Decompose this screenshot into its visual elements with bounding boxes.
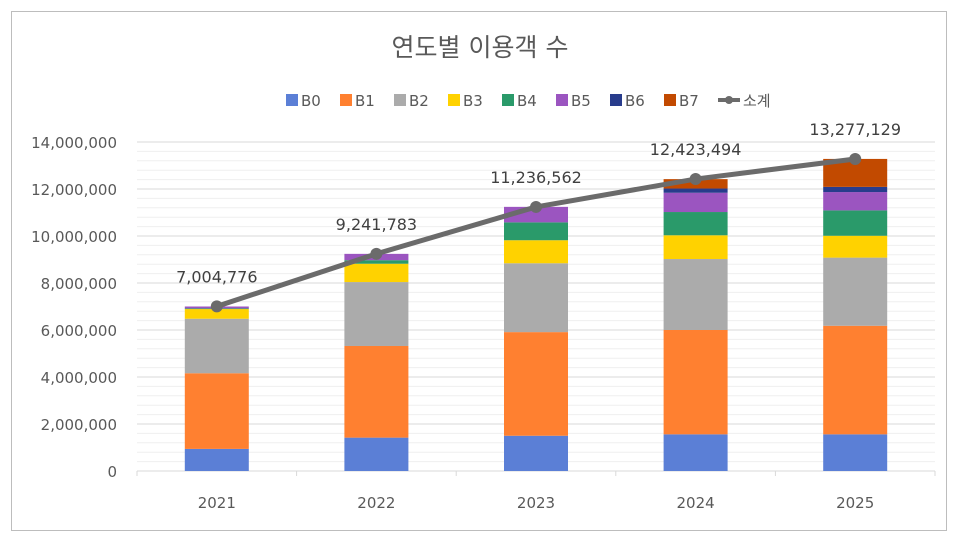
bar-B1-2023 bbox=[504, 332, 568, 436]
bar-B3-2021 bbox=[184, 309, 249, 319]
bar-B0-2024 bbox=[663, 434, 728, 471]
legend-label: 소계 bbox=[743, 92, 771, 110]
bar-B1-2021 bbox=[184, 373, 249, 449]
bar-B2-2025 bbox=[823, 257, 888, 326]
bar-B1-2022 bbox=[344, 345, 409, 438]
bar-B4-2025 bbox=[823, 210, 888, 236]
legend-label: B4 bbox=[517, 92, 537, 110]
x-tick-label: 2021 bbox=[198, 494, 236, 512]
legend-label: B3 bbox=[463, 92, 483, 110]
bar-B0-2023 bbox=[504, 435, 568, 471]
bar-B1-2025 bbox=[823, 325, 888, 435]
y-tick-label: 14,000,000 bbox=[31, 134, 117, 152]
data-label: 7,004,776 bbox=[176, 267, 257, 286]
bar-B0-2025 bbox=[823, 434, 888, 471]
legend-swatch-B1 bbox=[340, 94, 352, 106]
legend-label: B1 bbox=[355, 92, 375, 110]
y-tick-label: 2,000,000 bbox=[41, 416, 117, 434]
legend-swatch-B5 bbox=[556, 94, 568, 106]
bar-B2-2023 bbox=[504, 263, 568, 333]
legend-swatch-B6 bbox=[610, 94, 622, 106]
legend-label: B0 bbox=[301, 92, 321, 110]
bar-B5-2024 bbox=[663, 192, 728, 213]
chart-title: 연도별 이용객 수 bbox=[391, 33, 569, 62]
bar-B3-2022 bbox=[344, 263, 409, 283]
bar-B3-2024 bbox=[663, 235, 728, 260]
bar-B3-2025 bbox=[823, 235, 888, 258]
line-point-2022 bbox=[370, 247, 383, 260]
line-point-2021 bbox=[210, 300, 223, 313]
y-tick-label: 10,000,000 bbox=[31, 228, 117, 246]
y-tick-label: 12,000,000 bbox=[31, 181, 117, 199]
data-label: 9,241,783 bbox=[336, 215, 417, 234]
legend-label: B7 bbox=[679, 92, 699, 110]
legend-swatch-marker bbox=[725, 96, 733, 104]
line-point-2025 bbox=[849, 152, 862, 165]
data-label: 13,277,129 bbox=[809, 120, 901, 139]
chart-frame bbox=[11, 11, 947, 531]
x-tick-label: 2022 bbox=[357, 494, 395, 512]
y-tick-label: 8,000,000 bbox=[41, 275, 117, 293]
bar-B0-2022 bbox=[344, 437, 409, 471]
legend-swatch-B2 bbox=[394, 94, 406, 106]
bar-B4-2024 bbox=[663, 212, 728, 236]
bar-B2-2024 bbox=[663, 259, 728, 330]
bar-B2-2021 bbox=[184, 318, 249, 374]
x-tick-label: 2025 bbox=[836, 494, 874, 512]
line-point-2024 bbox=[689, 173, 702, 186]
legend-swatch-B3 bbox=[448, 94, 460, 106]
y-tick-label: 6,000,000 bbox=[41, 322, 117, 340]
bar-B6-2025 bbox=[823, 186, 888, 193]
bar-B6-2024 bbox=[663, 188, 728, 193]
x-tick-label: 2023 bbox=[517, 494, 555, 512]
line-point-2023 bbox=[530, 200, 542, 213]
bar-B2-2022 bbox=[344, 282, 409, 346]
legend-swatch-B7 bbox=[664, 94, 676, 106]
data-label: 12,423,494 bbox=[650, 140, 742, 159]
legend-label: B5 bbox=[571, 92, 591, 110]
data-label: 11,236,562 bbox=[490, 168, 582, 187]
legend-label: B2 bbox=[409, 92, 429, 110]
bar-B3-2023 bbox=[504, 240, 568, 264]
legend-swatch-B0 bbox=[286, 94, 298, 106]
bar-B1-2024 bbox=[663, 330, 728, 435]
bar-B4-2023 bbox=[504, 222, 568, 241]
legend-label: B6 bbox=[625, 92, 645, 110]
x-tick-label: 2024 bbox=[677, 494, 715, 512]
bar-B0-2021 bbox=[184, 448, 249, 471]
bar-B4-2022 bbox=[344, 260, 409, 264]
y-tick-label: 4,000,000 bbox=[41, 369, 117, 387]
bar-B5-2025 bbox=[823, 192, 888, 211]
y-tick-label: 0 bbox=[107, 463, 117, 481]
legend-swatch-B4 bbox=[502, 94, 514, 106]
